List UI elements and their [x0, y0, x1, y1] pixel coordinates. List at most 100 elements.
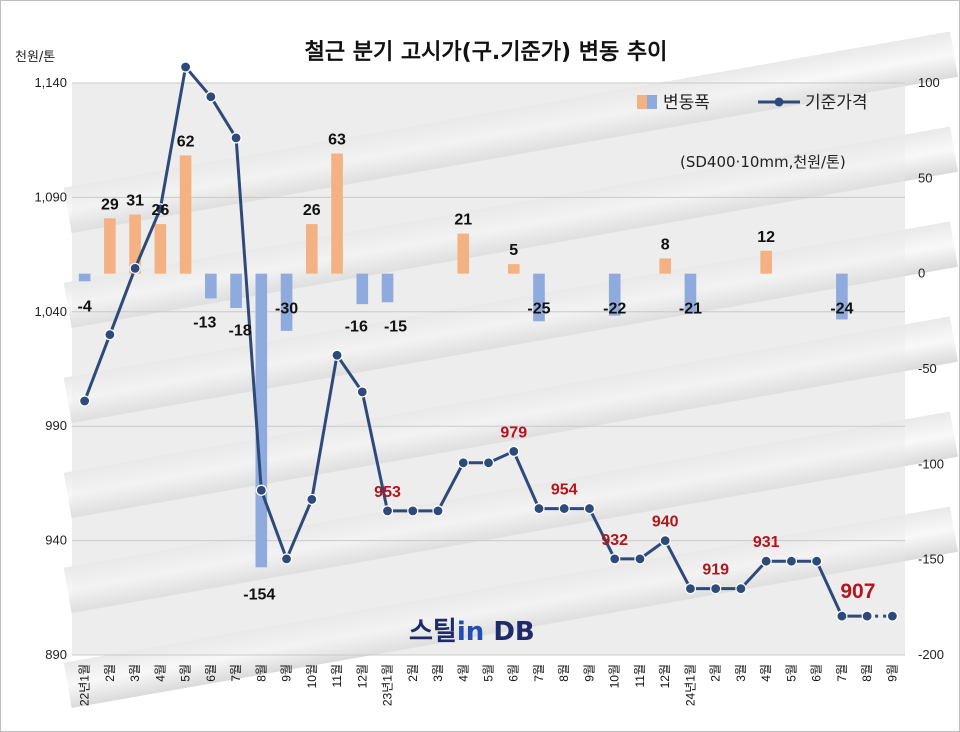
- x-tick-label: 7월: [229, 664, 243, 682]
- bar: [305, 224, 318, 274]
- chart-note: (SD400·10mm,천원/톤): [680, 153, 846, 171]
- price-point: [306, 493, 318, 506]
- legend-swatch-positive: [637, 95, 647, 109]
- bar: [230, 273, 242, 308]
- bar-data-label: 21: [454, 212, 472, 229]
- bar: [205, 273, 217, 299]
- bar: [179, 155, 192, 274]
- bar-data-label: -18: [229, 323, 252, 340]
- bar: [129, 214, 141, 274]
- bar-data-label: 12: [757, 229, 775, 246]
- x-tick-label: 6월: [507, 664, 521, 682]
- line-data-label: 919: [702, 562, 729, 579]
- x-tick-label: 6월: [810, 664, 824, 682]
- bar: [255, 273, 268, 568]
- bar-data-label: 63: [328, 132, 346, 149]
- price-point: [407, 505, 419, 517]
- x-tick-label: 4월: [456, 664, 470, 682]
- x-tick-label: 5월: [179, 664, 193, 682]
- bar: [507, 264, 520, 274]
- price-point: [659, 534, 671, 547]
- bar-data-label: -30: [275, 301, 298, 318]
- bar: [836, 273, 848, 320]
- x-tick-label: 5월: [784, 664, 798, 682]
- price-point: [558, 502, 570, 515]
- x-tick-label: 9월: [582, 664, 596, 682]
- line-series: [79, 61, 898, 622]
- bar-data-label: 29: [101, 196, 119, 213]
- price-point: [861, 610, 873, 622]
- watermark-logo: 스틸in DB: [409, 617, 535, 647]
- legend-label-price: 기준가격: [805, 93, 868, 113]
- price-point: [811, 555, 823, 567]
- price-point: [482, 457, 495, 469]
- x-tick-label: 2월: [406, 664, 420, 682]
- bar-data-label: 26: [303, 202, 321, 219]
- x-tick-label: 8월: [254, 664, 268, 682]
- x-tick-label: 9월: [885, 664, 899, 682]
- bar-data-label: -154: [243, 587, 275, 604]
- price-point: [154, 203, 166, 215]
- bar-data-label: -16: [345, 319, 368, 336]
- x-axis: 22년1월 2월 3월 4월 5월 6월 7월 8월 9월 10월 11월 12월 23년1월 2월 3월 4…: [78, 664, 900, 706]
- x-tick-label: 5월: [482, 664, 496, 682]
- price-point: [381, 505, 394, 517]
- bar: [760, 250, 772, 274]
- price-point: [760, 555, 772, 567]
- x-tick-label: 7월: [835, 664, 849, 682]
- price-point: [735, 583, 747, 595]
- legend-label-change: 변동폭: [663, 93, 710, 113]
- bar-data-label: 31: [126, 193, 144, 210]
- bar: [659, 258, 672, 274]
- bar: [154, 224, 167, 274]
- x-tick-label: 3월: [431, 664, 445, 682]
- right-tick-label: 0: [918, 266, 925, 281]
- bar-data-label: 26: [151, 202, 169, 219]
- price-point: [710, 583, 722, 595]
- price-point: [785, 555, 798, 567]
- line-data-label: 940: [652, 514, 679, 531]
- bar-data-label: 62: [177, 133, 195, 150]
- x-tick-label: 11월: [330, 664, 344, 688]
- right-tick-label: -100: [918, 456, 944, 471]
- x-tick-label: 9월: [280, 664, 294, 682]
- x-tick-label: 23년1월: [381, 664, 395, 706]
- price-point: [533, 502, 545, 515]
- x-tick-label: 22년1월: [78, 664, 92, 706]
- price-point: [684, 583, 697, 595]
- x-tick-label: 3월: [128, 664, 142, 682]
- right-tick-label: -200: [918, 647, 944, 662]
- x-tick-label: 7월: [532, 664, 546, 682]
- x-tick-label: 4월: [759, 664, 773, 682]
- price-point: [609, 553, 621, 565]
- x-tick-label: 11월: [633, 664, 647, 688]
- bar-data-label: -4: [78, 299, 92, 316]
- x-tick-label: 6월: [204, 664, 218, 682]
- bar: [280, 273, 293, 331]
- bar-data-label: -21: [679, 301, 702, 318]
- bar-series: [78, 153, 848, 568]
- price-point: [457, 457, 469, 469]
- x-tick-label: 10월: [608, 664, 622, 688]
- bar: [608, 273, 621, 316]
- bar: [78, 273, 91, 282]
- x-tick-label: 10월: [305, 664, 319, 688]
- right-tick-label: -50: [918, 361, 937, 376]
- left-tick-label: 1,090: [34, 189, 67, 204]
- data-labels: -4 29 31 26 62 -13 -18 -154 -30 26 63 -16 -15 21 5 -25 -…: [78, 132, 876, 604]
- line-data-label: 931: [753, 534, 780, 551]
- x-tick-label: 24년1월: [683, 664, 697, 706]
- price-point: [79, 395, 91, 407]
- x-tick-label: 8월: [860, 664, 874, 682]
- left-axis: 890 940 990 1,040 1,090 1,140: [34, 75, 67, 662]
- price-point: [230, 132, 242, 144]
- line-data-label: 954: [551, 482, 578, 499]
- chart-title: 철근 분기 고시가(구.기준가) 변동 추이: [305, 40, 668, 65]
- line-data-label: 907: [840, 580, 875, 603]
- bar: [684, 273, 697, 314]
- right-axis: -200 -150 -100 -50 0 50 100: [918, 75, 944, 662]
- x-tick-label: 4월: [153, 664, 167, 682]
- bar-data-label: -15: [384, 319, 407, 336]
